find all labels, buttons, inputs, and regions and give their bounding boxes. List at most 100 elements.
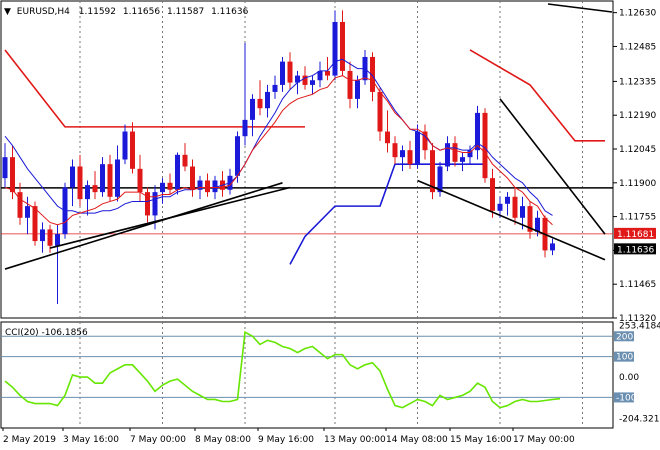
candle: [250, 94, 255, 137]
time-tick-label: 17 May 00:00: [513, 435, 575, 445]
candle: [77, 154, 83, 207]
candle-body: [400, 150, 405, 158]
candle-body: [85, 185, 90, 200]
candle-body: [497, 203, 503, 211]
candle: [310, 75, 315, 95]
cci-line: [4, 330, 561, 409]
candle: [280, 56, 285, 92]
candle: [85, 180, 90, 216]
candle-body: [32, 206, 38, 242]
candle: [287, 52, 293, 90]
candle: [92, 171, 98, 200]
candle: [265, 84, 270, 118]
price-tick-label: 1.12045: [619, 145, 656, 155]
price-pane[interactable]: [0, 0, 614, 319]
price-tick-label: 1.12485: [619, 42, 656, 52]
candle: [422, 124, 428, 160]
candle: [190, 159, 195, 197]
candle: [355, 75, 360, 109]
slow-moving-average: [4, 58, 553, 216]
cci-level-tag: [614, 392, 634, 403]
candle-body: [452, 143, 458, 162]
candle: [175, 152, 180, 195]
time-tick-label: 15 May 16:00: [450, 435, 512, 445]
candle: [467, 145, 473, 165]
candle-body: [25, 206, 30, 218]
candle: [137, 154, 143, 202]
candle-body: [77, 166, 83, 200]
candle-body: [130, 131, 135, 169]
candle-body: [167, 182, 173, 190]
candle: [242, 42, 248, 146]
trendline: [4, 182, 283, 270]
current-price-tag: 1.11636: [614, 243, 656, 255]
candle-body: [205, 180, 210, 193]
candle: [272, 75, 278, 99]
candle-body: [310, 80, 315, 85]
candle-body: [422, 131, 428, 151]
candle-body: [325, 70, 330, 76]
price-tick-label: 1.12190: [619, 111, 656, 121]
candle: [235, 131, 240, 183]
candle-body: [235, 136, 240, 176]
trendline: [49, 186, 291, 249]
candle-body: [280, 61, 285, 85]
candle-body: [475, 112, 480, 151]
candle-body: [317, 70, 323, 81]
time-tick-label: 2 May 2019: [3, 435, 56, 445]
price-tick-label: 1.12630: [619, 9, 656, 19]
cci-axis-label: 0.00: [619, 373, 639, 383]
candle-body: [332, 21, 338, 76]
candle: [445, 136, 450, 172]
candle-body: [265, 91, 270, 109]
candle: [160, 178, 165, 204]
candle-body: [505, 196, 510, 204]
candle: [25, 196, 30, 235]
time-tick-label: 13 May 00:00: [324, 435, 386, 445]
candle-body: [197, 180, 203, 190]
price-tick-label: 1.11900: [619, 179, 656, 189]
price-tick-label: 1.12335: [619, 77, 656, 87]
candle: [505, 192, 510, 216]
candle: [205, 173, 210, 197]
candle-body: [190, 166, 195, 190]
candle: [347, 61, 353, 109]
candle: [100, 157, 105, 197]
ohlc-open: 1.11592: [79, 7, 116, 17]
cci-pane[interactable]: [0, 321, 614, 429]
cci-level-tag: [614, 351, 634, 362]
candle-body: [70, 166, 75, 188]
candle-body: [535, 217, 540, 232]
resistance-step-line: [4, 49, 605, 142]
candle-body: [10, 157, 15, 193]
time-axis[interactable]: 2 May 2019 3 May 16:00 7 May 00:00 8 May 08…: [2, 428, 575, 445]
candle-body: [145, 192, 150, 216]
time-tick-label: 14 May 08:00: [386, 435, 448, 445]
cci-axis-label: 253.4184: [619, 321, 660, 331]
svg-text:1.11681: 1.11681: [617, 230, 654, 240]
trendline: [417, 179, 606, 261]
candle: [482, 108, 488, 183]
symbol-label: EURUSD,H4: [17, 7, 70, 17]
candle-body: [347, 70, 353, 99]
candle: [400, 145, 405, 172]
candle: [385, 110, 390, 153]
candle: [40, 222, 45, 253]
candle: [182, 143, 188, 172]
symbol-info: ▼ EURUSD,H4 1.11592 1.11656 1.11587 1.11…: [4, 7, 249, 17]
chart-collapse-icon[interactable]: ▼: [4, 7, 11, 17]
cci-axis-label: 200: [616, 332, 633, 342]
candle: [145, 187, 150, 223]
price-tick-label: 1.11320: [619, 314, 656, 324]
candle: [407, 140, 413, 169]
candle-body: [520, 206, 525, 218]
candle-body: [392, 143, 398, 158]
price-tick-label: 1.11465: [619, 280, 656, 290]
candle-body: [100, 164, 105, 193]
candle-body: [55, 234, 60, 246]
candle: [130, 122, 135, 174]
candle-body: [115, 159, 120, 197]
candle-body: [272, 84, 278, 92]
price-tick-label: 1.11755: [619, 213, 656, 223]
